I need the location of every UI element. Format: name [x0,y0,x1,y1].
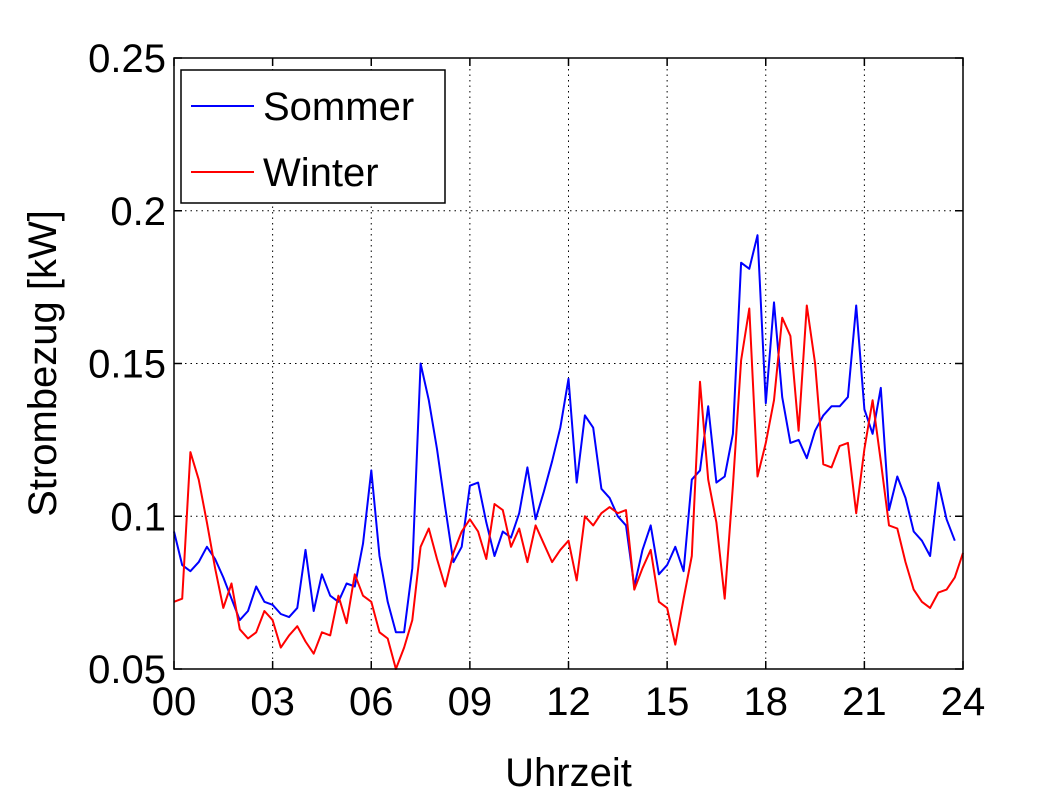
x-tick-label: 03 [250,680,295,724]
y-tick-label: 0.25 [88,37,166,81]
x-tick-label: 12 [546,680,591,724]
x-tick-label: 06 [349,680,394,724]
x-tick-labels: 00 03 06 09 12 15 18 21 24 [152,680,986,724]
y-tick-label: 0.1 [110,495,166,539]
legend: Sommer Winter [180,69,446,204]
x-tick-label: 21 [842,680,887,724]
series-line-sommer [173,234,956,634]
x-tick-label: 15 [645,680,690,724]
x-tick-label: 18 [744,680,789,724]
x-tick-label: 24 [941,680,986,724]
y-tick-labels: 0.05 0.1 0.15 0.2 0.25 [88,37,166,692]
y-tick-label: 0.05 [88,648,166,692]
y-axis-label: Strombezug [kW] [21,210,65,517]
x-axis-label: Uhrzeit [505,751,632,795]
y-tick-label: 0.2 [110,190,166,234]
x-tick-label: 00 [152,680,197,724]
axis-ticks [173,57,964,670]
y-tick-label: 0.15 [88,343,166,387]
legend-label-sommer: Sommer [263,85,414,129]
series-line-winter [173,304,964,670]
legend-label-winter: Winter [263,151,379,195]
x-tick-label: 09 [448,680,493,724]
series-lines [173,234,964,670]
legend-box [180,69,446,204]
